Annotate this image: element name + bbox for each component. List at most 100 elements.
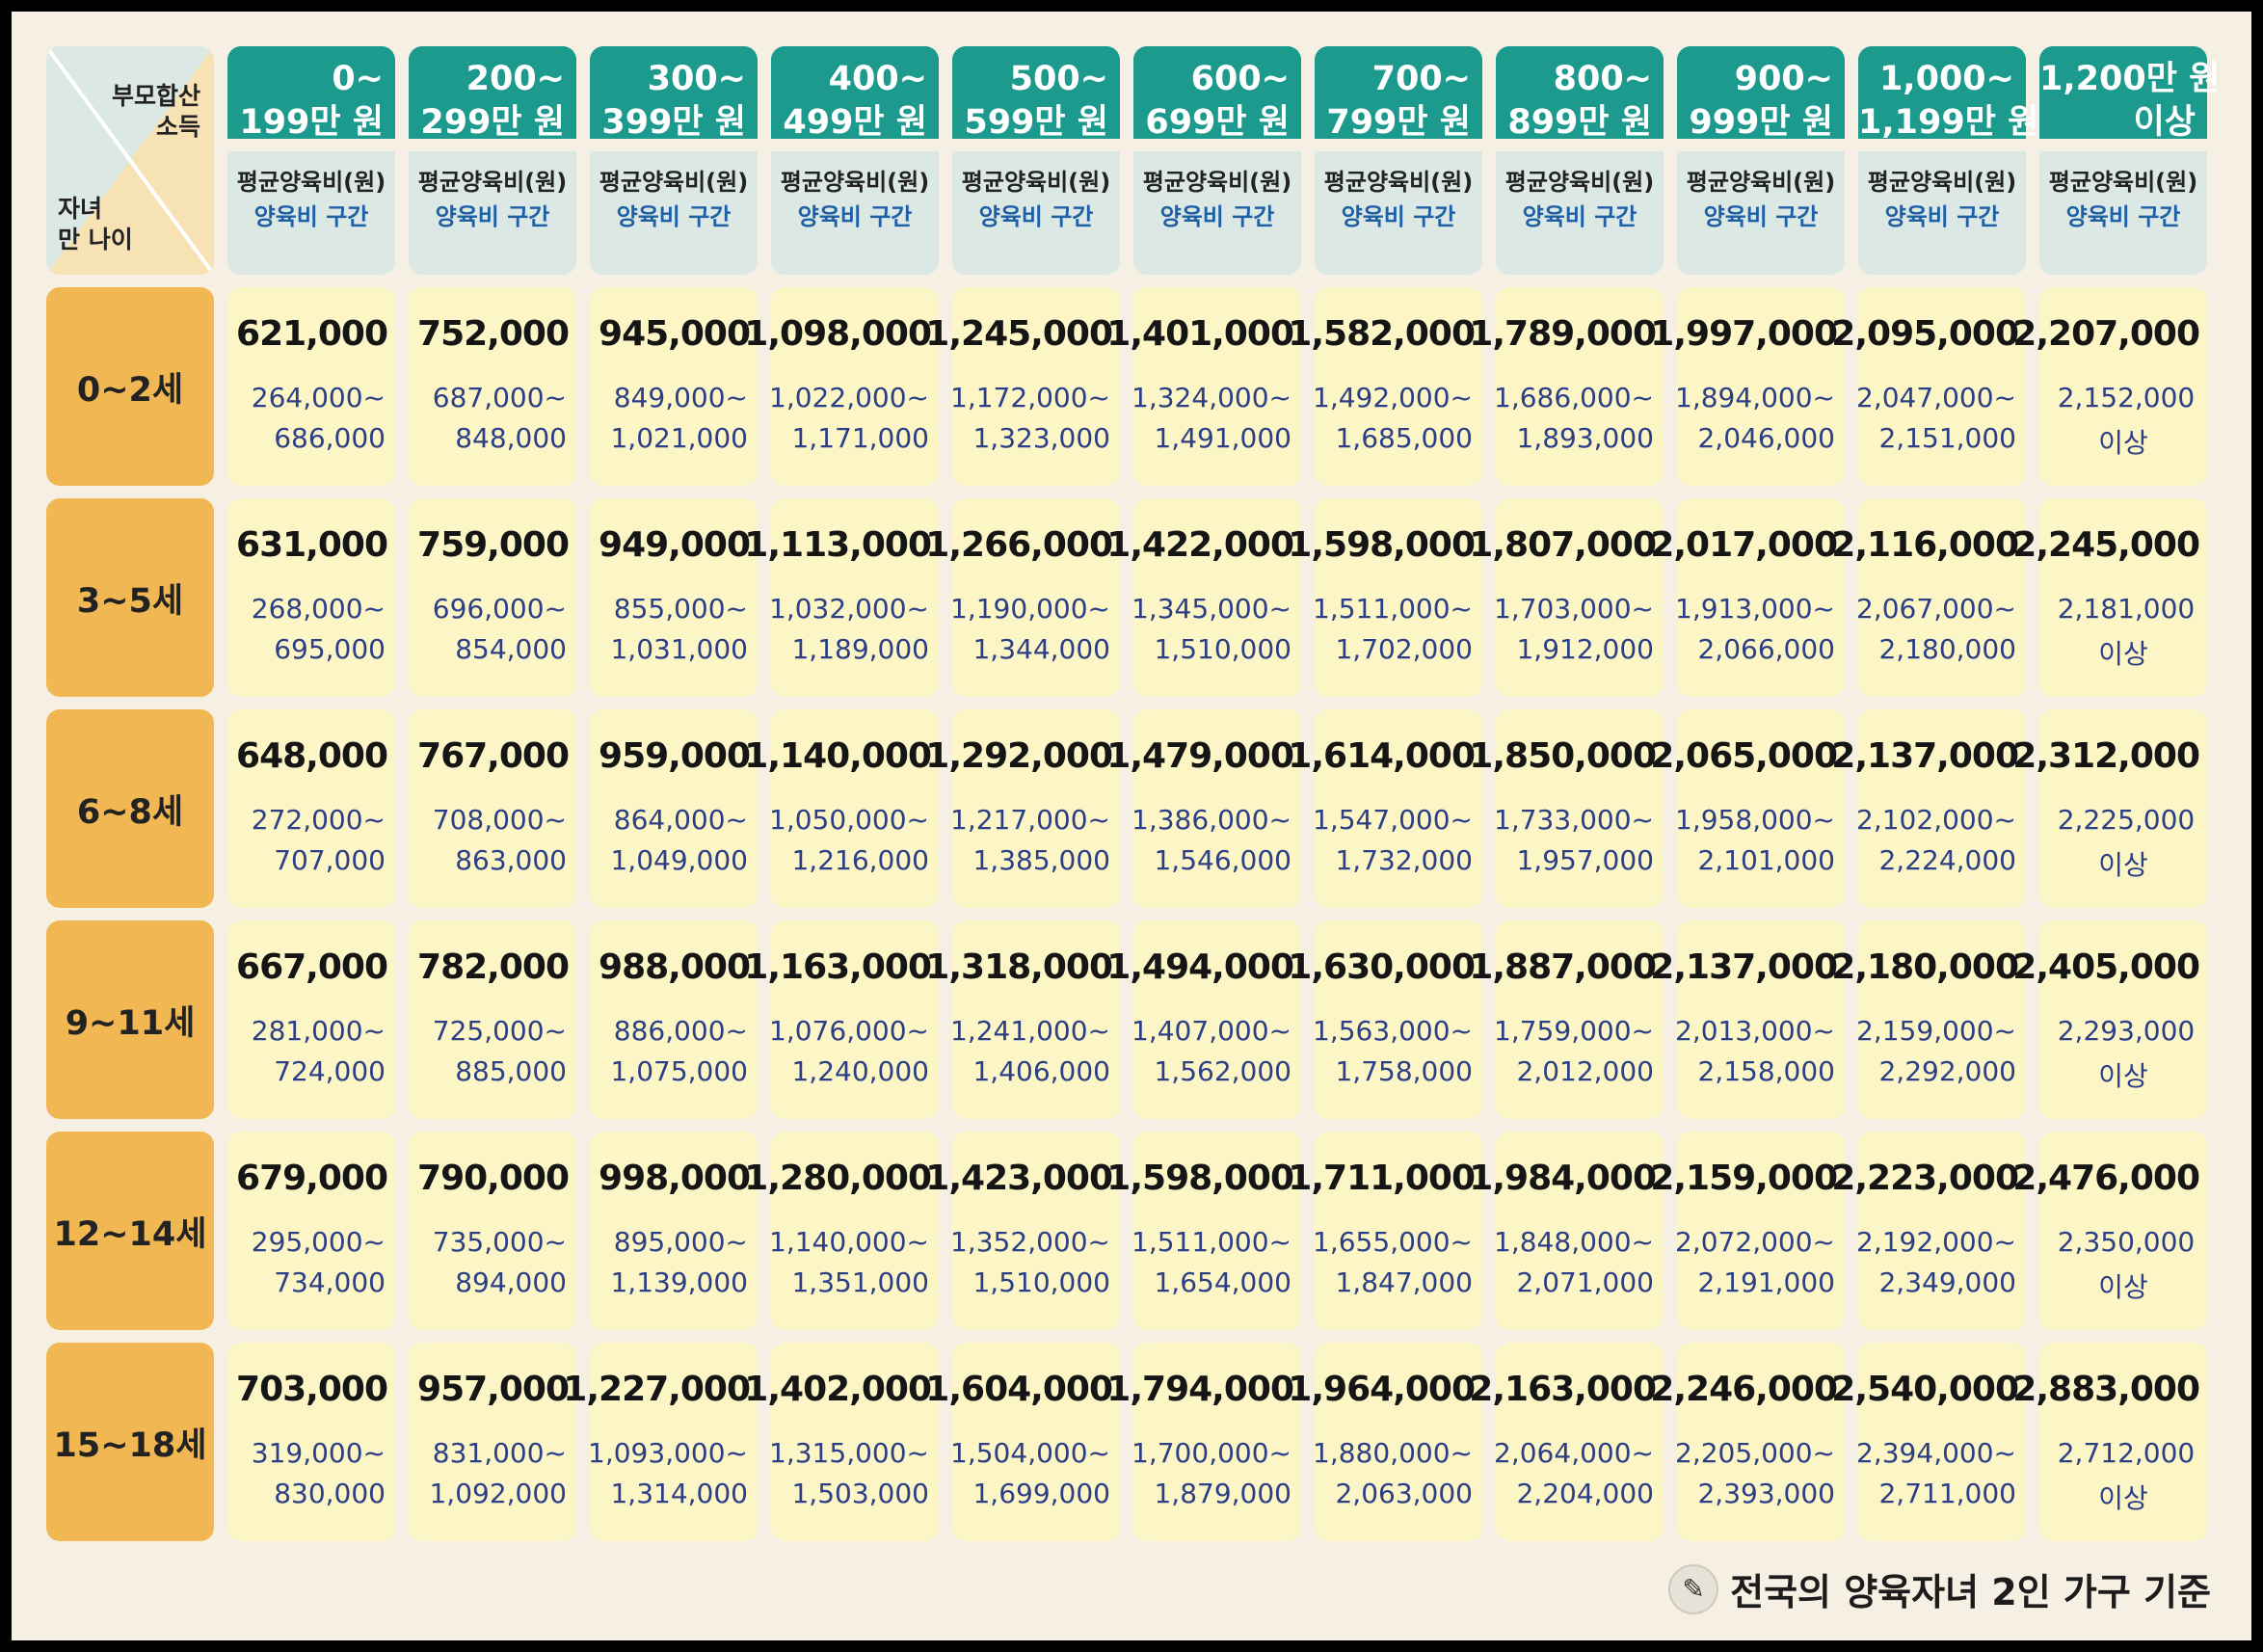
cost-range-low: 272,000~: [251, 804, 386, 836]
average-cost: 959,000: [599, 736, 751, 776]
table-cell: 2,017,000 1,913,000~ 2,066,000: [1650, 498, 1845, 697]
cost-range-high: 2,046,000: [1697, 422, 1835, 454]
cost-range-low: 1,894,000~: [1675, 382, 1835, 413]
table-cell: 1,280,000 1,140,000~ 1,351,000: [744, 1132, 939, 1330]
average-cost: 1,479,000: [1106, 736, 1294, 776]
table-cell: 1,292,000 1,217,000~ 1,385,000: [925, 709, 1120, 908]
average-cost: 1,113,000: [744, 525, 932, 565]
cost-range-high: 1,344,000: [972, 633, 1110, 665]
cost-range-high: 1,385,000: [972, 844, 1110, 876]
cost-range-label: 양육비 구간: [616, 203, 732, 230]
income-range-line2: 이상: [2133, 103, 2196, 142]
income-range-line2: 499만 원: [783, 103, 927, 142]
cost-range-label: 양육비 구간: [978, 203, 1094, 230]
cost-range-low: 1,759,000~: [1494, 1015, 1654, 1047]
cost-range-low: 1,511,000~: [1132, 1226, 1291, 1258]
average-cost: 1,494,000: [1106, 947, 1294, 987]
cost-range-high: 2,711,000: [1878, 1478, 2016, 1509]
table-cell: 2,245,000 2,181,000 이상: [2012, 498, 2207, 697]
cost-range-high: 1,654,000: [1154, 1266, 1291, 1298]
table-cell: 2,180,000 2,159,000~ 2,292,000: [1831, 920, 2026, 1119]
average-cost: 2,245,000: [2012, 525, 2200, 565]
average-cost: 1,280,000: [744, 1159, 932, 1198]
cost-range-high: 2,066,000: [1697, 633, 1835, 665]
cost-range-label: 양육비 구간: [2065, 203, 2181, 230]
income-range-line1: 1,000~: [1878, 60, 2014, 98]
average-cost: 759,000: [417, 525, 570, 565]
table-cell: 621,000 264,000~ 686,000: [227, 287, 395, 486]
table-cell: 2,312,000 2,225,000 이상: [2012, 709, 2207, 908]
cost-range-low: 2,350,000: [2057, 1226, 2196, 1258]
average-cost: 2,137,000: [1831, 736, 2019, 776]
average-cost: 1,964,000: [1288, 1370, 1476, 1409]
table-cell: 1,402,000 1,315,000~ 1,503,000: [744, 1343, 939, 1541]
cost-range-low: 1,190,000~: [950, 593, 1110, 625]
average-cost: 1,422,000: [1106, 525, 1294, 565]
cost-range-high: 863,000: [455, 844, 567, 876]
average-cost: 1,582,000: [1288, 314, 1476, 354]
table-cell: 1,711,000 1,655,000~ 1,847,000: [1288, 1132, 1482, 1330]
table-cell: 2,246,000 2,205,000~ 2,393,000: [1650, 1343, 1845, 1541]
cost-range-low: 1,700,000~: [1132, 1437, 1291, 1469]
income-column-header: 700~ 799만 원: [1315, 46, 1482, 142]
cost-range-high: 1,075,000: [610, 1055, 748, 1087]
income-column-header: 1,000~ 1,199만 원: [1858, 46, 2038, 142]
income-range-line1: 700~: [1371, 60, 1471, 98]
table-cell: 2,159,000 2,072,000~ 2,191,000: [1650, 1132, 1845, 1330]
avg-cost-label: 평균양육비(원): [417, 169, 568, 196]
cost-range-low: 1,511,000~: [1313, 593, 1473, 625]
cost-range-high: 2,180,000: [1878, 633, 2016, 665]
average-cost: 621,000: [236, 314, 388, 354]
avg-cost-label: 평균양육비(원): [1323, 169, 1474, 196]
table-cell: 1,997,000 1,894,000~ 2,046,000: [1650, 287, 1845, 486]
cost-range-label: 양육비 구간: [1703, 203, 1819, 230]
cost-range-low: 2,072,000~: [1675, 1226, 1835, 1258]
cost-range-high: 1,240,000: [791, 1055, 929, 1087]
cost-range-low: 1,686,000~: [1494, 382, 1654, 413]
cost-range-low: 1,386,000~: [1132, 804, 1291, 836]
table-cell: 2,116,000 2,067,000~ 2,180,000: [1831, 498, 2026, 697]
cost-range-low: 295,000~: [251, 1226, 386, 1258]
table-cell: 1,266,000 1,190,000~ 1,344,000: [925, 498, 1120, 697]
average-cost: 988,000: [599, 947, 751, 987]
cost-range-low: 1,655,000~: [1313, 1226, 1473, 1258]
income-label-line2: 소득: [155, 113, 200, 141]
pencil-icon: ✎: [1668, 1563, 1719, 1614]
cost-range-low: 1,172,000~: [950, 382, 1110, 413]
age-row-header: 15~18세: [46, 1343, 214, 1541]
cost-range-label: 양육비 구간: [253, 203, 369, 230]
income-column-header: 500~ 599만 원: [952, 46, 1120, 142]
cost-range-low: 1,345,000~: [1132, 593, 1291, 625]
table-cell: 2,095,000 2,047,000~ 2,151,000: [1831, 287, 2026, 486]
cost-range-low: 2,181,000: [2057, 593, 2196, 625]
average-cost: 2,163,000: [1469, 1370, 1657, 1409]
average-cost: 2,116,000: [1831, 525, 2019, 565]
corner-header: 부모합산 소득 자녀 만 나이: [46, 46, 214, 275]
column-subheader: 평균양육비(원) 양육비 구간: [409, 151, 576, 275]
average-cost: 1,984,000: [1469, 1159, 1657, 1198]
avg-cost-label: 평균양육비(원): [1142, 169, 1292, 196]
child-support-table: 부모합산 소득 자녀 만 나이 0~ 199만 원 평균양육비(원) 양육비 구간 20…: [46, 46, 2220, 1541]
average-cost: 2,246,000: [1650, 1370, 1838, 1409]
cost-range-low: 831,000~: [432, 1437, 567, 1469]
income-axis-label: 부모합산 소득: [112, 81, 200, 143]
income-range-line2: 399만 원: [601, 103, 746, 142]
average-cost: 1,630,000: [1288, 947, 1476, 987]
cost-range-high: 1,314,000: [610, 1478, 748, 1509]
average-cost: 631,000: [236, 525, 388, 565]
average-cost: 1,598,000: [1288, 525, 1476, 565]
table-frame: 부모합산 소득 자녀 만 나이 0~ 199만 원 평균양육비(원) 양육비 구간 20…: [12, 12, 2251, 1640]
table-cell: 2,883,000 2,712,000 이상: [2012, 1343, 2207, 1541]
column-subheader: 평균양육비(원) 양육비 구간: [1315, 151, 1482, 275]
income-column-header: 200~ 299만 원: [409, 46, 576, 142]
cost-range-low: 2,067,000~: [1856, 593, 2016, 625]
cost-range-high: 이상: [2098, 1271, 2148, 1303]
average-cost: 1,245,000: [925, 314, 1113, 354]
avg-cost-label: 평균양육비(원): [1867, 169, 2017, 196]
age-row-header: 9~11세: [46, 920, 214, 1119]
cost-range-label: 양육비 구간: [1341, 203, 1456, 230]
cost-range-low: 1,241,000~: [950, 1015, 1110, 1047]
average-cost: 1,423,000: [925, 1159, 1113, 1198]
average-cost: 2,476,000: [2012, 1159, 2200, 1198]
cost-range-high: 2,349,000: [1878, 1266, 2016, 1298]
